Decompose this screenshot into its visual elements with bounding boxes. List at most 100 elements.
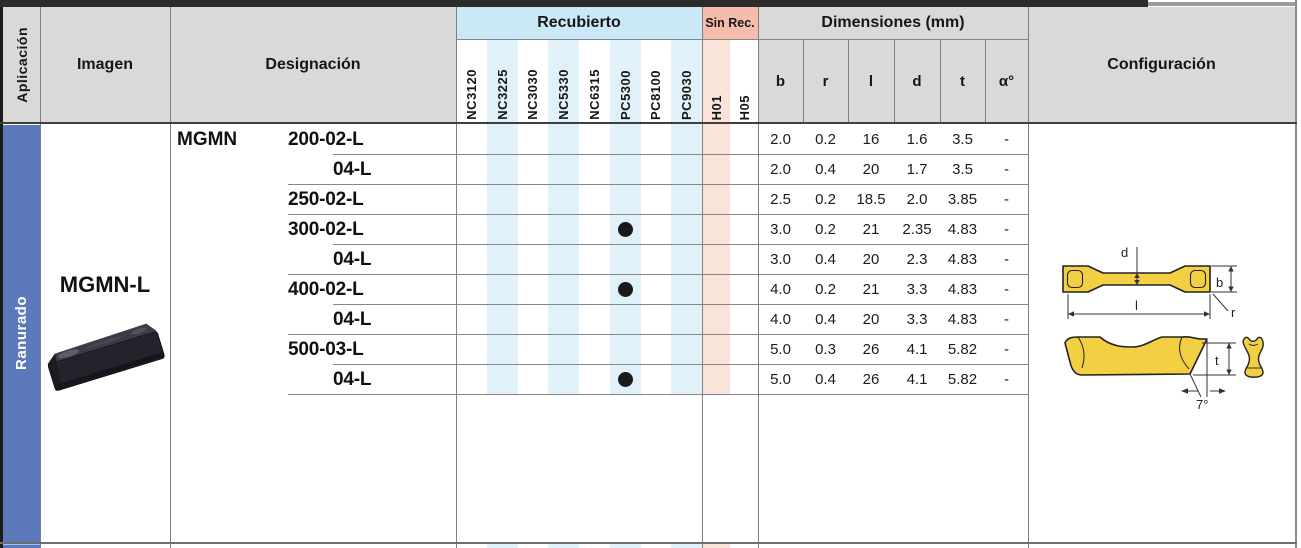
row-gridline	[456, 274, 1028, 275]
border-top	[0, 0, 1148, 7]
application-label: Ranurado	[13, 296, 30, 371]
configuration-header-label: Configuración	[1107, 55, 1216, 73]
coated-stripe-next	[671, 544, 702, 548]
coated-stripe-next	[486, 544, 518, 548]
grade-column-label: NC3030	[525, 69, 541, 120]
gridline-v-uncoated	[758, 7, 759, 548]
gridline-v-dims	[1028, 7, 1029, 548]
dim-value-cell: 2.3	[906, 251, 928, 268]
uncoated-column-header: H05	[730, 40, 758, 120]
designation-prefix-label: MGMN	[177, 129, 238, 150]
dim-value-cell: 3.5	[952, 161, 973, 178]
grade-column-label: NC6315	[586, 69, 602, 120]
dim-value-cell: 3.3	[906, 281, 928, 298]
dim-value-cell: -	[1004, 191, 1009, 208]
dim-label-l: l	[1135, 298, 1138, 313]
dim-value-cell: -	[1004, 281, 1009, 298]
table-row: 400-02-L 4.0 0.2 21 3.3 4.83 -	[170, 275, 1028, 305]
application-cell: Ranurado	[3, 125, 40, 542]
grade-column-header: NC6315	[579, 40, 610, 120]
dim-value-cell: -	[1004, 251, 1009, 268]
border-top-right	[1148, 2, 1297, 6]
table-row: 200-02-L 2.0 0.2 16 1.6 3.5 -	[170, 125, 1028, 155]
designation-header: Designación	[170, 7, 456, 122]
configuration-header: Configuración	[1028, 7, 1295, 122]
designation-separator	[333, 364, 456, 365]
dim-value-cell: 2.0	[770, 131, 791, 148]
grade-available-dot	[617, 372, 633, 387]
end-view-outline	[1242, 336, 1264, 378]
designation-cell: 04-L	[333, 159, 372, 180]
dim-value-cell: 3.0	[770, 251, 791, 268]
designation-cell: 500-03-L	[288, 339, 364, 360]
uncoated-column-label: H05	[736, 94, 752, 120]
table-row: 500-03-L 5.0 0.3 26 4.1 5.82 -	[170, 335, 1028, 365]
designation-separator	[333, 244, 456, 245]
designation-header-label: Designación	[265, 55, 361, 73]
dim-value-cell: 0.2	[815, 131, 836, 148]
dim-column-header: b	[775, 72, 786, 90]
grade-column-label: PC5300	[617, 70, 633, 120]
image-header: Imagen	[40, 7, 170, 122]
row-gridline	[456, 154, 1028, 155]
row-gridline	[456, 214, 1028, 215]
grade-column-label: NC3225	[494, 69, 510, 120]
coated-stripe-next	[548, 544, 579, 548]
gridline-h-header-bottom	[0, 122, 1297, 124]
dim-value-cell: 1.6	[906, 131, 928, 148]
dim-value-cell: 3.3	[906, 311, 928, 328]
application-band	[3, 125, 40, 542]
application-band-next-section	[3, 544, 40, 548]
uncoated-column-header: H01	[702, 40, 730, 120]
dim-column-header: t	[960, 72, 965, 90]
coated-stripe	[548, 39, 579, 395]
grade-column-header: PC9030	[671, 40, 702, 120]
designation-separator	[333, 304, 456, 305]
gridline-v-image	[170, 7, 171, 548]
row-gridline	[456, 304, 1028, 305]
table-row: 04-L 3.0 0.4 20 2.3 4.83 -	[170, 245, 1028, 275]
dim-value-cell: 0.4	[815, 371, 836, 388]
designation-cell: 400-02-L	[288, 279, 364, 300]
designation-cell: 04-L	[333, 309, 372, 330]
table-row: 250-02-L 2.5 0.2 18.5 2.0 3.85 -	[170, 185, 1028, 215]
dim-value-cell: 0.4	[815, 251, 836, 268]
dim-value-cell: -	[1004, 371, 1009, 388]
uncoated-group-header: Sin Rec.	[702, 7, 758, 39]
dim-header-divider	[803, 39, 804, 122]
designation-separator	[288, 334, 456, 335]
designation-cell: 04-L	[333, 249, 372, 270]
dim-value-cell: 0.2	[815, 191, 836, 208]
gridline-h-groupheader	[456, 39, 1028, 40]
dim-value-cell: 5.82	[947, 371, 978, 388]
image-cell-title: MGMN-L	[40, 272, 170, 300]
gridline-v-app	[40, 7, 41, 548]
dim-header-divider	[985, 39, 986, 122]
designation-cell: 04-L	[333, 369, 372, 390]
dim-value-cell: 5.0	[770, 371, 791, 388]
dim-column-header: r	[822, 72, 829, 90]
grade-column-header: NC3225	[487, 40, 518, 120]
dim-header-divider	[848, 39, 849, 122]
designation-cell: 300-02-L	[288, 219, 364, 240]
coated-group-header: Recubierto	[456, 7, 702, 39]
coated-stripe	[671, 39, 702, 395]
dim-label-r: r	[1231, 305, 1236, 320]
dim-value-cell: -	[1004, 221, 1009, 238]
gridline-v-coated	[702, 7, 703, 548]
gridline-h-section-bottom	[0, 542, 1297, 544]
dim-value-cell: 2.0	[906, 191, 928, 208]
insert-photo	[47, 323, 165, 392]
table-row: 300-02-L 3.0 0.2 21 2.35 4.83 -	[170, 215, 1028, 245]
uncoated-column-label: H01	[708, 94, 724, 120]
row-gridline	[456, 184, 1028, 185]
designation-separator	[288, 394, 456, 395]
grade-column-label: NC3120	[463, 69, 479, 120]
uncoated-stripe	[702, 39, 730, 395]
dim-label-d: d	[1121, 245, 1128, 260]
grade-column-label: NC5330	[556, 69, 572, 120]
dim-value-cell: 2.0	[770, 161, 791, 178]
border-left	[0, 0, 3, 548]
dim-value-cell: 20	[862, 161, 880, 178]
